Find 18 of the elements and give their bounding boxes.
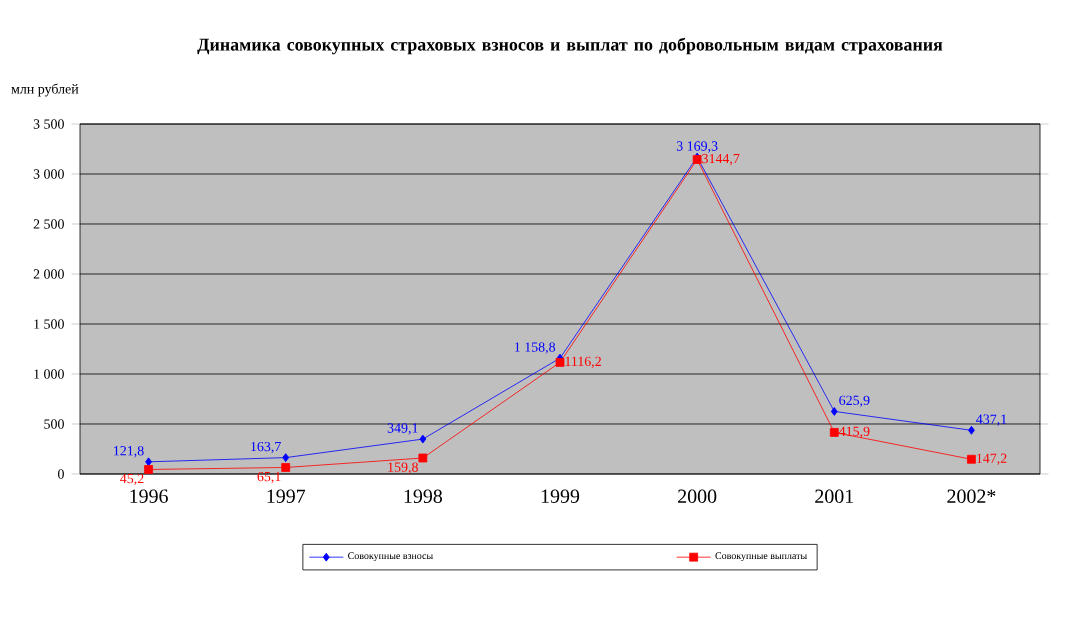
point [967, 454, 976, 464]
x-tick-label: 2001 [815, 489, 854, 503]
x-tick-label: 1997 [267, 489, 306, 503]
x-tick-label: 1996 [130, 489, 168, 503]
x-tick-label: 1999 [541, 489, 580, 503]
point [144, 465, 153, 474]
point [418, 453, 428, 463]
chart-title: Динамика совокупных страховых взносов и выплат по добровольным видам страхования [197, 37, 943, 55]
point [968, 425, 975, 435]
point [281, 463, 291, 472]
x-tick-label: 2000 [678, 489, 717, 503]
point [419, 434, 427, 444]
point [830, 407, 838, 416]
point [145, 457, 152, 467]
x-tick-label: 1998 [404, 489, 443, 503]
x-tick-label: 2002* [947, 489, 996, 503]
point [829, 428, 839, 437]
point [282, 453, 290, 463]
